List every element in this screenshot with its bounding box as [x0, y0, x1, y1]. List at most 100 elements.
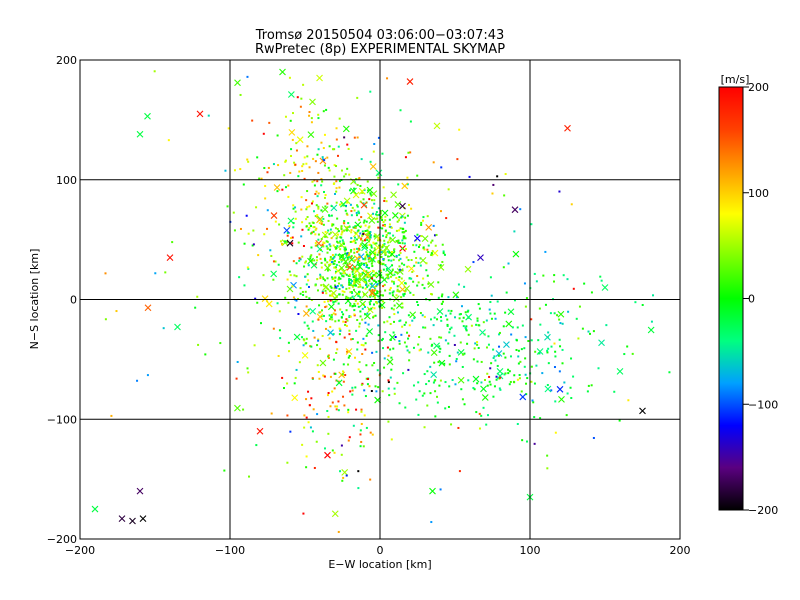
- data-point-cross: [338, 241, 345, 249]
- data-point-dot: [342, 275, 345, 278]
- data-point-dot: [295, 149, 298, 152]
- data-point-dot: [359, 275, 362, 278]
- data-point-dot: [403, 341, 406, 344]
- data-point-dot: [236, 360, 239, 363]
- data-point-dot: [463, 285, 466, 288]
- data-point-dot: [331, 223, 334, 226]
- x-tick-label: 0: [377, 544, 384, 557]
- x-tick-label: 200: [670, 544, 691, 557]
- data-point-dot: [439, 379, 442, 382]
- data-point-dot: [486, 414, 489, 417]
- data-point-dot: [239, 93, 242, 96]
- data-point-dot: [252, 243, 255, 246]
- data-point-dot: [345, 254, 348, 257]
- data-point-dot: [194, 306, 197, 309]
- data-point-dot: [377, 300, 380, 303]
- data-point-dot: [292, 226, 295, 229]
- data-point-dot: [486, 384, 489, 387]
- data-point-dot: [377, 226, 380, 229]
- data-point-dot: [337, 319, 340, 322]
- data-point-dot: [358, 218, 361, 221]
- data-point-cross: [544, 333, 551, 341]
- data-point-dot: [474, 342, 477, 345]
- data-point-dot: [266, 171, 269, 174]
- data-point-dot: [553, 342, 556, 345]
- data-point-dot: [490, 362, 493, 365]
- data-point-dot: [442, 250, 445, 253]
- data-point-dot: [329, 263, 332, 266]
- data-point-cross: [346, 263, 354, 271]
- data-point-cross: [354, 221, 362, 229]
- data-point-dot: [342, 476, 345, 479]
- data-point-dot: [350, 291, 353, 294]
- data-point-cross: [430, 371, 438, 378]
- data-point-dot: [355, 214, 358, 217]
- data-point-dot: [403, 242, 406, 245]
- data-point-dot: [383, 278, 386, 281]
- data-point-cross: [324, 264, 332, 272]
- data-point-dot: [380, 299, 383, 302]
- data-point-cross: [556, 385, 564, 393]
- data-point-dot: [304, 290, 307, 293]
- data-point-dot: [458, 470, 461, 473]
- data-point-dot: [343, 258, 346, 261]
- data-point-dot: [348, 281, 351, 284]
- data-point-dot: [440, 166, 443, 169]
- data-point-dot: [369, 160, 372, 163]
- data-point-dot: [399, 257, 402, 260]
- data-point-dot: [464, 326, 467, 329]
- data-point-dot: [440, 302, 443, 305]
- data-point-dot: [373, 273, 376, 276]
- data-point-dot: [274, 220, 277, 223]
- data-point-dot: [493, 312, 496, 315]
- data-point-dot: [324, 205, 327, 208]
- data-point-dot: [348, 354, 351, 357]
- data-point-dot: [350, 278, 353, 281]
- data-point-dot: [313, 210, 316, 213]
- data-point-dot: [432, 224, 435, 227]
- data-point-dot: [509, 355, 512, 358]
- data-point-cross: [316, 74, 323, 82]
- data-point-dot: [394, 336, 397, 339]
- data-point-dot: [542, 274, 545, 277]
- data-point-dot: [409, 151, 412, 154]
- data-point-dot: [384, 219, 387, 222]
- data-point-dot: [349, 203, 352, 206]
- data-point-dot: [287, 195, 290, 198]
- data-point-cross: [480, 385, 487, 393]
- data-point-dot: [338, 186, 341, 189]
- data-point-dot: [358, 177, 361, 180]
- data-point-dot: [360, 225, 363, 228]
- data-point-dot: [412, 244, 415, 247]
- data-point-dot: [410, 259, 413, 262]
- data-point-cross: [558, 395, 565, 403]
- data-point-dot: [393, 282, 396, 285]
- data-point-dot: [575, 317, 578, 320]
- data-point-dot: [358, 322, 361, 325]
- data-point-dot: [409, 120, 412, 123]
- data-point-dot: [367, 255, 370, 258]
- data-point-dot: [334, 320, 337, 323]
- data-point-dot: [374, 281, 377, 284]
- data-point-dot: [351, 292, 354, 295]
- data-point-dot: [352, 288, 355, 291]
- data-point-dot: [370, 199, 373, 202]
- data-point-dot: [530, 318, 533, 321]
- data-point-dot: [423, 373, 426, 376]
- data-point-dot: [322, 217, 325, 220]
- data-point-dot: [348, 256, 351, 259]
- data-point-dot: [314, 215, 317, 218]
- data-point-dot: [401, 239, 404, 242]
- data-point-dot: [326, 409, 329, 412]
- data-point-dot: [358, 262, 361, 265]
- data-point-dot: [357, 286, 360, 289]
- data-point-dot: [334, 285, 337, 288]
- data-point-dot: [351, 206, 354, 209]
- data-point-dot: [369, 478, 372, 481]
- data-point-dot: [476, 343, 479, 346]
- data-point-dot: [356, 279, 359, 282]
- data-point-dot: [365, 377, 368, 380]
- data-point-dot: [368, 251, 371, 254]
- data-point-dot: [330, 313, 333, 316]
- data-point-dot: [565, 414, 568, 417]
